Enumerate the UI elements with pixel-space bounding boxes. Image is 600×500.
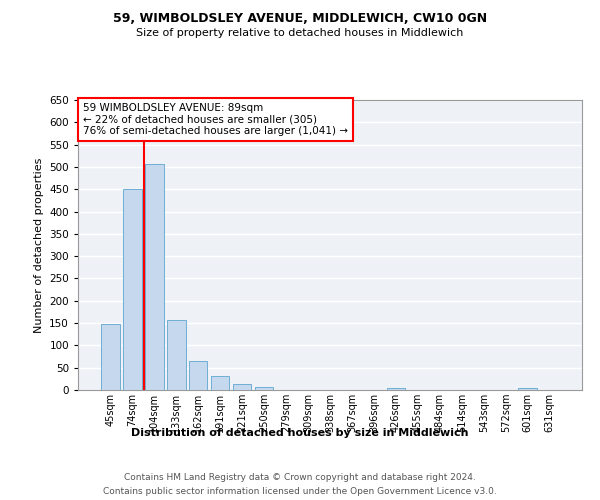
Text: 59, WIMBOLDSLEY AVENUE, MIDDLEWICH, CW10 0GN: 59, WIMBOLDSLEY AVENUE, MIDDLEWICH, CW10…: [113, 12, 487, 26]
Bar: [145, 164, 164, 390]
Text: Contains HM Land Registry data © Crown copyright and database right 2024.: Contains HM Land Registry data © Crown c…: [124, 472, 476, 482]
Bar: [123, 189, 142, 390]
Text: Size of property relative to detached houses in Middlewich: Size of property relative to detached ho…: [136, 28, 464, 38]
Bar: [167, 320, 185, 390]
Text: 59 WIMBOLDSLEY AVENUE: 89sqm
← 22% of detached houses are smaller (305)
76% of s: 59 WIMBOLDSLEY AVENUE: 89sqm ← 22% of de…: [83, 103, 348, 136]
Bar: [255, 388, 274, 390]
Bar: [386, 388, 405, 390]
Bar: [518, 388, 537, 390]
Bar: [233, 384, 251, 390]
Bar: [101, 324, 119, 390]
Y-axis label: Number of detached properties: Number of detached properties: [34, 158, 44, 332]
Bar: [211, 376, 229, 390]
Text: Distribution of detached houses by size in Middlewich: Distribution of detached houses by size …: [131, 428, 469, 438]
Bar: [189, 361, 208, 390]
Text: Contains public sector information licensed under the Open Government Licence v3: Contains public sector information licen…: [103, 488, 497, 496]
